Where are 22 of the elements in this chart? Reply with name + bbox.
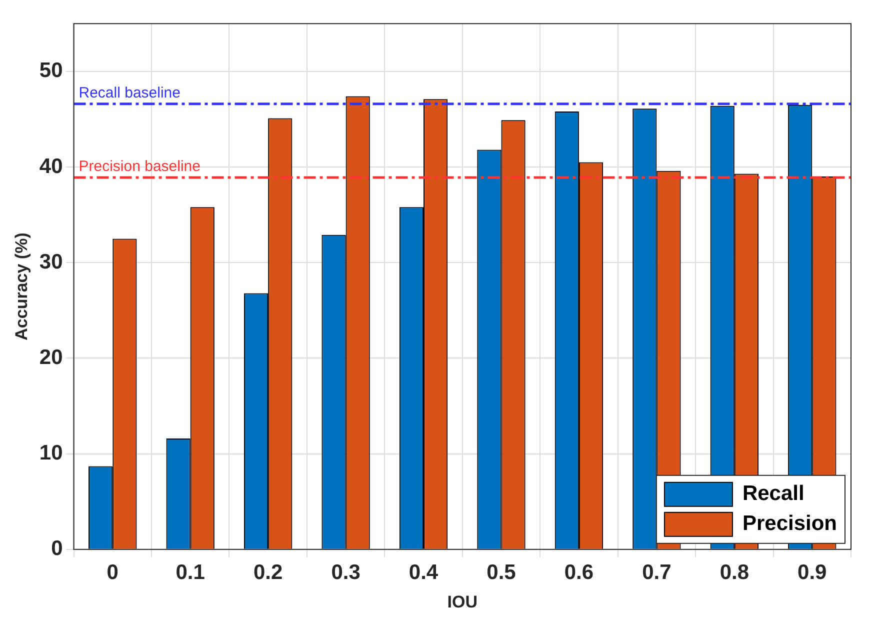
x-tick-label: 0.1 [176, 560, 206, 584]
x-tick-label: 0.5 [486, 560, 516, 584]
y-tick-label: 20 [39, 346, 63, 369]
x-tick-label: 0.6 [564, 560, 594, 584]
legend-label: Precision [742, 512, 838, 536]
y-tick-label: 40 [39, 154, 63, 178]
legend-label: Recall [742, 482, 804, 506]
x-tick-label: 0.7 [642, 560, 672, 584]
x-tick-label: 0 [106, 560, 118, 584]
y-tick-label: 0 [51, 537, 63, 560]
y-axis-title: Accuracy (%) [12, 232, 31, 340]
ref-line-label: Recall baseline [78, 84, 180, 102]
x-tick-label: 0.9 [798, 560, 827, 584]
y-tick-label: 30 [39, 250, 63, 274]
y-tick-label: 50 [39, 59, 63, 82]
x-tick-label: 0.8 [720, 560, 750, 584]
ref-line-label: Precision baseline [78, 158, 201, 176]
x-tick-label: 0.3 [331, 560, 360, 584]
y-tick-label: 10 [39, 442, 63, 465]
x-axis-title: IOU [447, 592, 478, 612]
x-tick-label: 0.4 [408, 560, 438, 584]
x-tick-label: 0.2 [253, 560, 283, 584]
